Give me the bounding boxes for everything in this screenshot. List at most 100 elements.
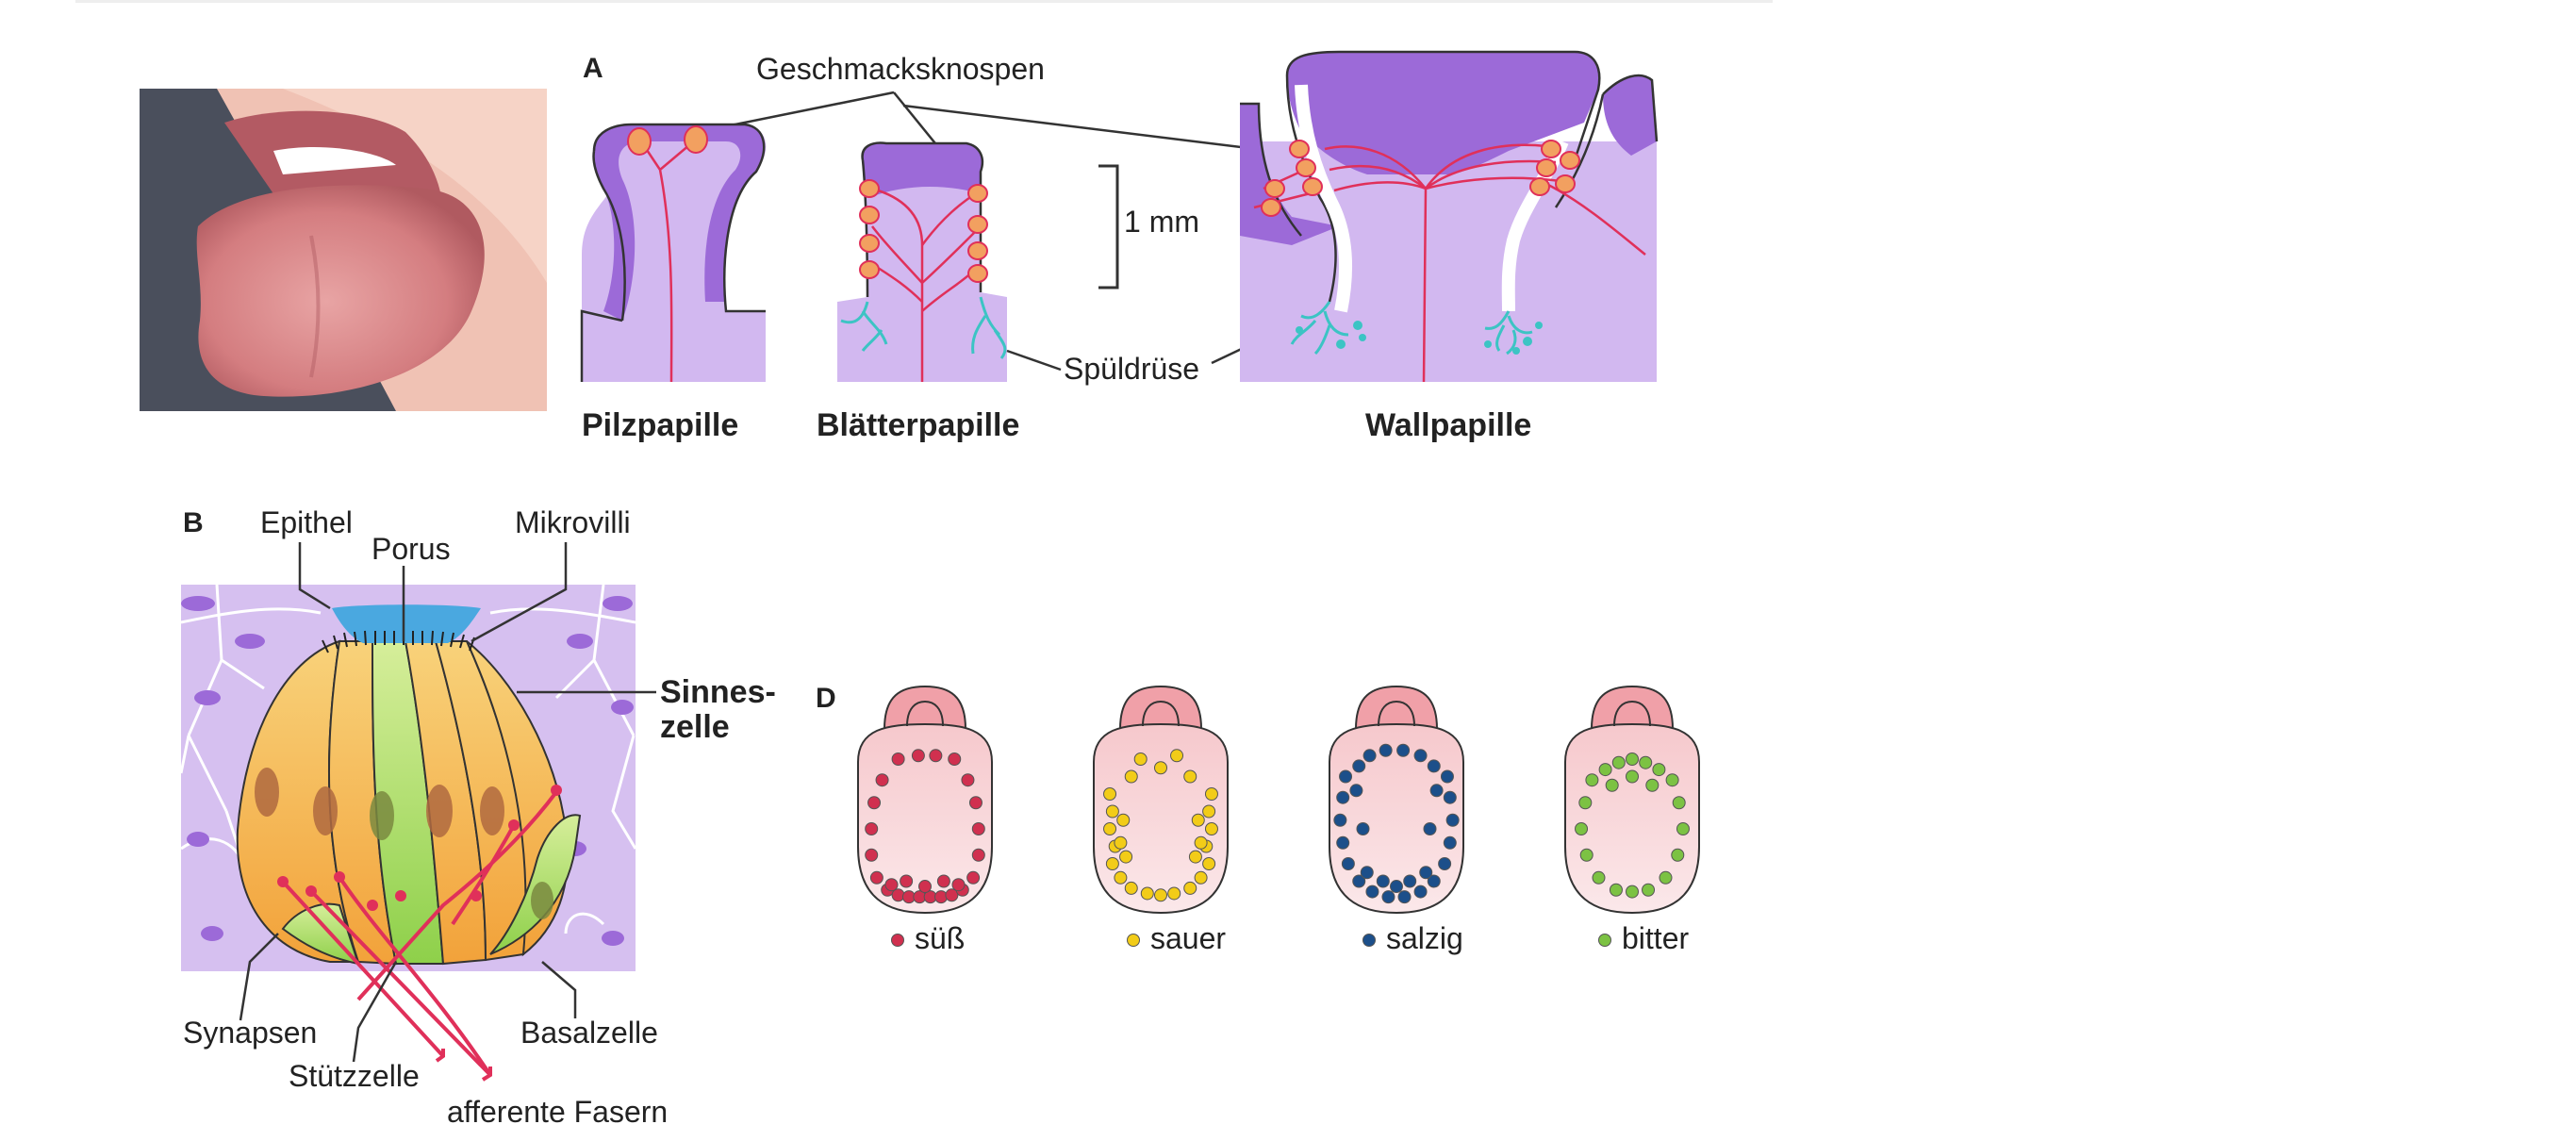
- tongue-root: [1354, 685, 1439, 730]
- receptor-dot: [968, 796, 983, 810]
- panel-a-letter: A: [583, 53, 603, 84]
- receptor-dot: [1202, 857, 1216, 870]
- panel-a: A Geschmacksknospen Pilzpapille: [580, 50, 1659, 443]
- receptor-dot: [1124, 769, 1138, 784]
- label-stuetzzelle: Stützzelle: [289, 1059, 420, 1093]
- receptor-dot: [1626, 769, 1639, 784]
- panel-d-letter: D: [816, 683, 836, 714]
- receptor-dot: [1170, 749, 1184, 763]
- bud-leader-lines: [697, 91, 1288, 194]
- top-border-line: [75, 0, 1773, 3]
- receptor-dot: [1333, 813, 1347, 827]
- receptor-dot: [1191, 813, 1205, 827]
- receptor-dot: [1154, 888, 1167, 902]
- receptor-dot: [1362, 749, 1377, 763]
- receptor-dot: [1427, 874, 1441, 888]
- receptor-dot: [1183, 881, 1197, 895]
- scale-bar: 1 mm: [1098, 164, 1199, 289]
- receptor-dot: [911, 749, 925, 763]
- receptor-dot: [1445, 813, 1460, 827]
- tongue-body: [1329, 722, 1464, 915]
- receptor-dot: [1336, 835, 1350, 850]
- receptor-dot: [1365, 885, 1379, 899]
- receptor-dot: [1341, 857, 1355, 870]
- tongue-root: [883, 685, 967, 730]
- receptor-dot: [1403, 874, 1417, 888]
- tongue-notch: [906, 700, 944, 727]
- panel-b: B Epithel Porus Mikrovilli Sinnes- zelle…: [179, 505, 776, 1129]
- receptor-dot: [1105, 804, 1119, 819]
- receptor-dot: [1119, 850, 1133, 864]
- receptor-dot: [1339, 769, 1353, 784]
- panel-b-letter: B: [183, 507, 204, 538]
- wallpapille-diagram: [1240, 50, 1659, 383]
- receptor-dot: [1665, 773, 1679, 787]
- receptor-dot: [865, 848, 879, 862]
- receptor-dot: [1349, 784, 1363, 798]
- label-epithel: Epithel: [260, 505, 353, 539]
- tongue-notch: [1378, 700, 1415, 727]
- receptor-dot: [1376, 874, 1390, 888]
- receptor-dot: [1438, 857, 1452, 870]
- receptor-dot: [1352, 759, 1366, 773]
- receptor-dot: [1672, 796, 1686, 810]
- receptor-dot: [1413, 749, 1428, 763]
- receptor-dot: [1443, 790, 1457, 804]
- receptor-dot: [945, 888, 959, 902]
- receptor-dot: [1140, 886, 1154, 901]
- label-synapsen: Synapsen: [183, 1016, 317, 1050]
- receptor-dot: [1103, 787, 1117, 801]
- legend-swatch: [1362, 934, 1376, 947]
- pilzpapille-diagram: [580, 123, 767, 383]
- tongue-body: [1564, 722, 1700, 915]
- receptor-dot: [1676, 822, 1690, 835]
- receptor-dot: [1202, 804, 1216, 819]
- tongue-notch: [1142, 700, 1180, 727]
- receptor-dot: [929, 749, 943, 763]
- receptor-dot: [1585, 773, 1599, 787]
- legend-swatch: [891, 934, 904, 947]
- receptor-dot: [1592, 870, 1606, 885]
- receptor-dot: [1204, 787, 1218, 801]
- receptor-dot: [934, 890, 949, 904]
- label-porus: Porus: [372, 532, 451, 566]
- receptor-dot: [1429, 784, 1444, 798]
- receptor-dot: [1419, 866, 1433, 880]
- receptor-dot: [1360, 866, 1374, 880]
- receptor-dot: [936, 874, 950, 888]
- receptor-dot: [865, 822, 879, 835]
- tongue-root: [1118, 685, 1203, 730]
- receptor-dot: [1578, 796, 1593, 810]
- receptor-dot: [1336, 790, 1350, 804]
- label-blaetterpapille: Blätterpapille: [817, 407, 1019, 443]
- receptor-dot: [1639, 755, 1653, 769]
- taste-bud-diagram: [179, 542, 656, 1082]
- tongue-notch: [1613, 700, 1651, 727]
- receptor-dot: [1423, 822, 1437, 835]
- tongue-body: [1093, 722, 1229, 915]
- receptor-dot: [1645, 778, 1660, 792]
- receptor-dot: [1626, 752, 1639, 766]
- receptor-dot: [1114, 835, 1128, 850]
- receptor-dot: [1204, 822, 1218, 835]
- receptor-dot: [1440, 769, 1454, 784]
- receptor-dot: [1381, 890, 1395, 904]
- receptor-dot: [951, 878, 966, 892]
- receptor-dot: [1642, 883, 1656, 897]
- receptor-dot: [1611, 755, 1626, 769]
- receptor-dot: [1167, 886, 1181, 901]
- tongue-root: [1590, 685, 1675, 730]
- receptor-dot: [1183, 769, 1197, 784]
- receptor-dot: [1626, 885, 1639, 899]
- receptor-dot: [948, 752, 962, 766]
- tongue-maps: süß sauer salzig bitter: [857, 685, 1700, 955]
- panel-d: D süß sauer salzig bitter: [816, 683, 1700, 955]
- receptor-dot: [1114, 870, 1128, 885]
- legend-label: sauer: [1150, 921, 1226, 955]
- receptor-dot: [875, 773, 889, 787]
- legend-label: bitter: [1622, 921, 1689, 955]
- receptor-dot: [1671, 848, 1685, 862]
- receptor-dot: [1194, 870, 1208, 885]
- receptor-dot: [1188, 850, 1202, 864]
